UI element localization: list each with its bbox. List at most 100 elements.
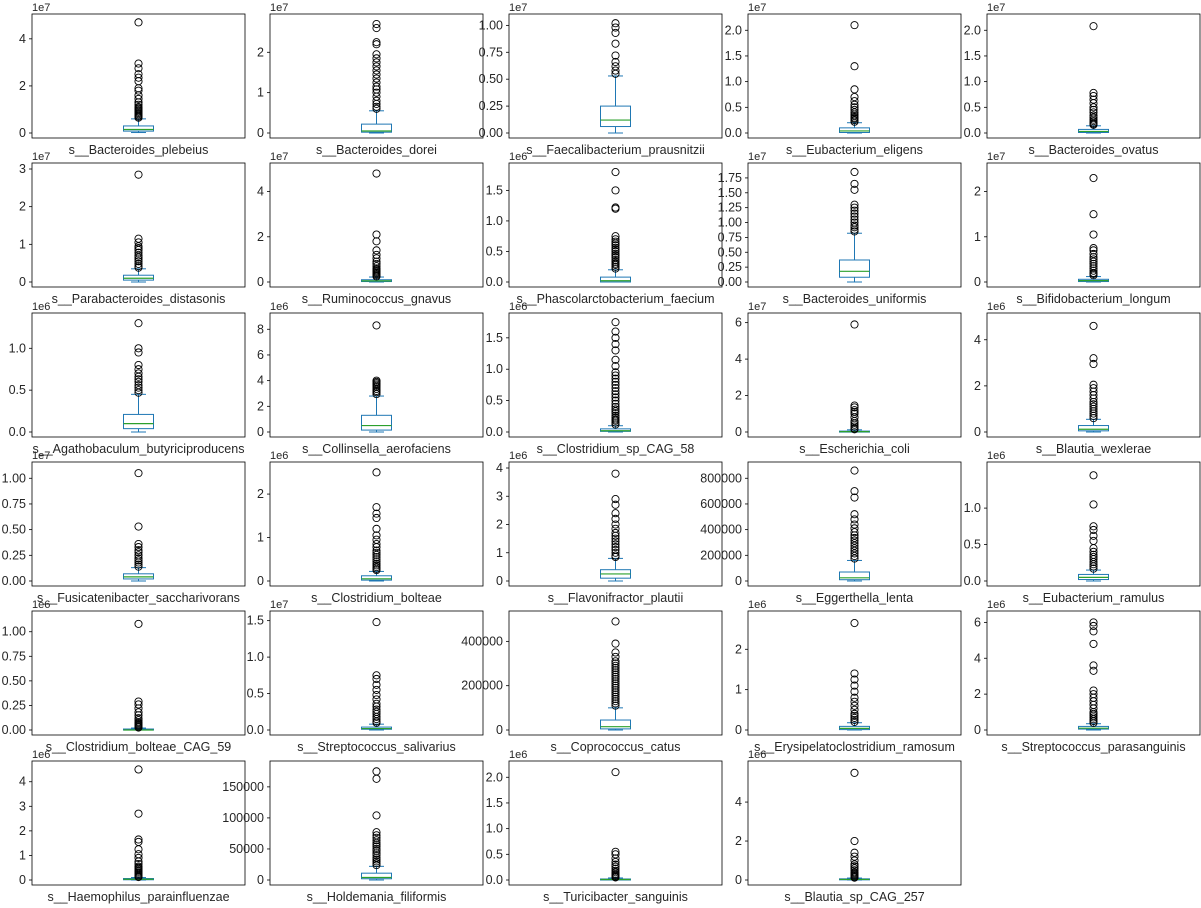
outlier-point: [611, 405, 620, 414]
plot-frame: [269, 13, 484, 139]
subplot-12: 0 2 4 6 8 1e6 s__Collinsella_aerofaciens: [257, 301, 484, 456]
plot-frame: [31, 610, 246, 736]
axis-offset-label: 1e7: [270, 2, 288, 14]
outlier-point: [372, 78, 381, 87]
outlier-point: [850, 528, 859, 537]
outlier-point: [611, 661, 620, 670]
outlier-point: [611, 688, 620, 697]
outlier-point: [850, 711, 859, 720]
outlier-point: [611, 534, 620, 543]
outlier-point: [611, 413, 620, 422]
y-tick-label: 400000: [700, 523, 742, 537]
plot-frame: [269, 312, 484, 438]
outlier-point: [850, 549, 859, 558]
outlier-point: [611, 28, 620, 37]
outlier-point: [372, 680, 381, 689]
outlier-point: [850, 209, 859, 218]
outlier-point: [611, 548, 620, 557]
iqr-box: [1078, 425, 1109, 432]
x-axis-label: s__Flavonifractor_plautii: [548, 591, 684, 605]
outlier-point: [1089, 173, 1098, 183]
outlier-point: [372, 836, 381, 845]
outlier-point: [372, 535, 381, 544]
outlier-point: [372, 774, 381, 783]
y-tick-label: 1.5: [247, 614, 264, 628]
iqr-box: [600, 428, 631, 432]
outlier-point: [850, 320, 859, 329]
y-tick-label: 0.5: [725, 100, 742, 114]
plot-frame: [508, 760, 723, 886]
outlier-point: [850, 85, 859, 94]
x-axis-label: s__Streptococcus_salivarius: [297, 740, 455, 754]
subplot-17: 0 1 2 1e6 s__Clostridium_bolteae: [257, 450, 484, 605]
outlier-point: [134, 18, 143, 27]
outlier-point: [134, 170, 143, 179]
outlier-point: [372, 70, 381, 79]
x-axis-label: s__Bacteroides_dorei: [316, 143, 437, 157]
outlier-point: [850, 515, 859, 524]
x-axis-label: s__Phascolarctobacterium_faecium: [516, 292, 714, 306]
outlier-point: [1089, 690, 1098, 699]
outlier-point: [850, 848, 859, 857]
outlier-point: [850, 185, 859, 194]
outlier-point: [611, 409, 620, 418]
y-tick-label: 0: [735, 425, 742, 439]
outlier-point: [850, 546, 859, 555]
y-tick-label: 0.0: [9, 425, 26, 439]
iqr-box: [361, 575, 392, 581]
y-tick-label: 0.5: [486, 847, 503, 861]
y-tick-label: 1.0: [247, 650, 264, 664]
outlier-point: [611, 500, 620, 509]
outlier-point: [372, 844, 381, 854]
plot-frame: [508, 610, 723, 736]
outlier-point: [1089, 244, 1098, 253]
outlier-point: [850, 100, 859, 109]
subplot-19: 0 200000 400000 600000 800000 s__Eggerthella_…: [700, 461, 962, 605]
outlier-point: [611, 862, 620, 871]
subplot-4: 0.0 0.5 1.0 1.5 2.0 1e7 s__Eubacterium_eligens: [725, 2, 962, 157]
outlier-point: [372, 50, 381, 59]
outlier-point: [850, 852, 859, 861]
subplot-6: 0 1 2 3 1e7 s__Parabacteroides_distasonis: [19, 151, 246, 306]
outlier-point: [372, 767, 381, 776]
outlier-point: [372, 468, 381, 477]
outlier-point: [372, 851, 381, 860]
outlier-point: [850, 836, 859, 846]
outlier-point: [611, 617, 620, 626]
outlier-point: [372, 857, 381, 866]
axis-offset-label: 1e6: [748, 599, 766, 611]
outlier-point: [372, 503, 381, 512]
outlier-point: [611, 377, 620, 386]
subplot-25: 0 2 4 6 1e6 s__Streptococcus_parasanguinis: [974, 599, 1201, 754]
outlier-point: [134, 244, 143, 253]
subplot-24: 0 1 2 1e6 s__Erysipelatoclostridium_ramosum: [735, 599, 962, 754]
outlier-point: [611, 668, 620, 677]
subplot-15: 0 2 4 1e6 s__Blautia_wexlerae: [974, 301, 1201, 456]
y-tick-label: 2: [496, 518, 503, 532]
outlier-point: [850, 860, 859, 869]
outlier-point: [850, 179, 859, 188]
y-tick-label: 0.75: [479, 45, 503, 59]
outlier-point: [134, 70, 143, 79]
outlier-point: [850, 212, 859, 221]
outlier-point: [372, 24, 381, 33]
y-tick-label: 0.0: [964, 574, 981, 588]
iqr-box: [123, 413, 154, 430]
y-tick-label: 0.0: [486, 873, 503, 887]
plot-frame: [986, 13, 1201, 139]
outlier-point: [134, 383, 143, 392]
outlier-point: [372, 859, 381, 868]
y-tick-label: 0.5: [9, 383, 26, 397]
y-tick-label: 4: [496, 461, 503, 475]
outlier-point: [372, 546, 381, 555]
outlier-point: [611, 346, 620, 355]
outlier-point: [850, 401, 859, 410]
outlier-point: [372, 707, 381, 716]
outlier-point: [850, 97, 859, 106]
outlier-point: [611, 514, 620, 523]
axis-offset-label: 1e6: [748, 749, 766, 761]
outlier-point: [611, 860, 620, 869]
y-tick-label: 150000: [222, 780, 264, 794]
y-tick-label: 2: [257, 487, 264, 501]
outlier-point: [134, 348, 143, 357]
